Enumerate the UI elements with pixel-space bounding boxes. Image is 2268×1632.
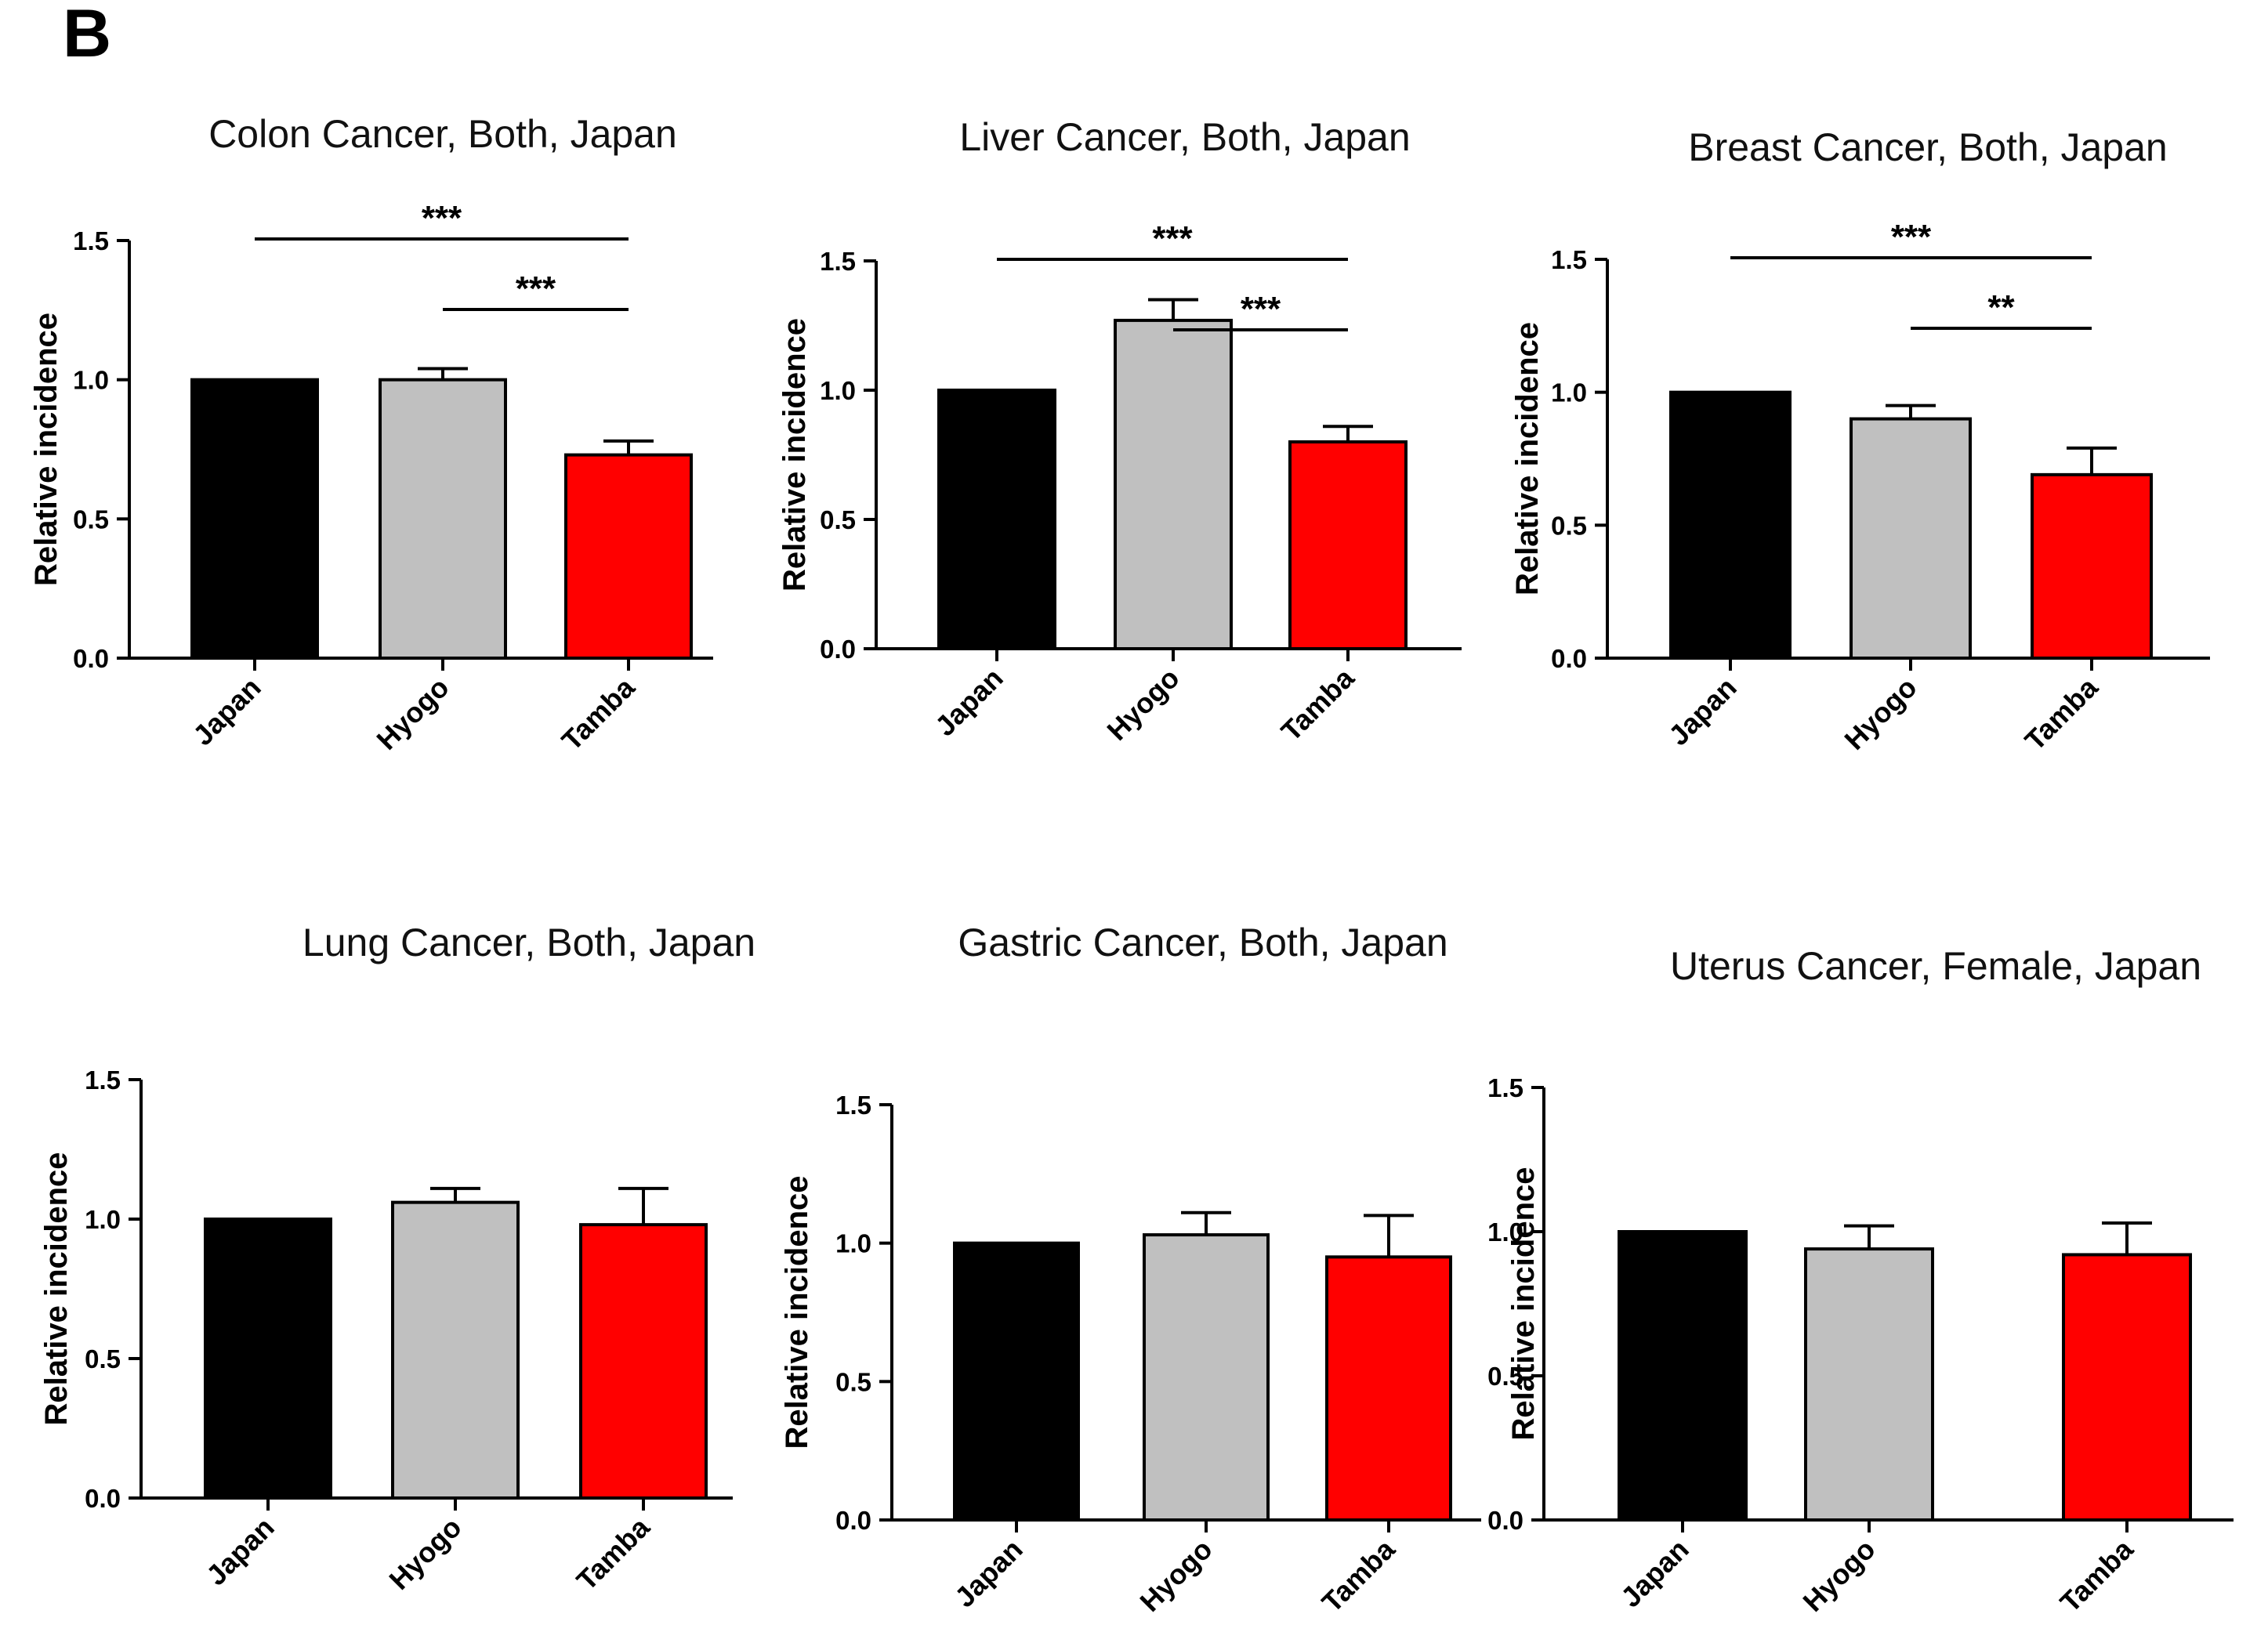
y-tick-label: 1.5 — [1551, 245, 1587, 274]
y-tick-label: 0.0 — [820, 635, 856, 664]
x-category-label: Japan — [200, 1511, 281, 1592]
y-axis-label: Relative incidence — [1510, 322, 1545, 595]
significance-label: *** — [1152, 219, 1193, 258]
y-tick-label: 0.0 — [835, 1506, 871, 1535]
x-category-label: Tamba — [2053, 1532, 2139, 1619]
chart-title: Liver Cancer, Both, Japan — [959, 115, 1410, 159]
y-axis-label: Relative incidence — [39, 1152, 74, 1425]
bar-tamba — [564, 453, 693, 660]
y-axis-label: Relative incidence — [29, 313, 63, 586]
chart-title: Uterus Cancer, Female, Japan — [1670, 944, 2201, 988]
x-category-label: Hyogo — [382, 1511, 467, 1596]
y-tick-label: 1.0 — [820, 376, 856, 405]
y-tick-label: 0.0 — [85, 1484, 121, 1513]
x-category-label: Japan — [1614, 1533, 1695, 1614]
y-axis-label: Relative incidence — [777, 318, 812, 592]
x-category-label: Hyogo — [370, 671, 455, 756]
bar-hyogo — [1143, 1233, 1270, 1522]
x-category-label: Hyogo — [1100, 662, 1185, 747]
y-tick-label: 0.0 — [73, 644, 109, 673]
chart-title: Gastric Cancer, Both, Japan — [958, 921, 1447, 964]
bar-hyogo — [391, 1200, 520, 1500]
chart-5: Gastric Cancer, Both, Japan Relative inci… — [780, 921, 1481, 1619]
bar-japan — [204, 1218, 332, 1500]
chart-3: Breast Cancer, Both, Japan Relative incid… — [1510, 125, 2210, 757]
x-category-label: Tamba — [1274, 661, 1360, 747]
y-tick-label: 0.0 — [1487, 1506, 1523, 1535]
y-tick-label: 0.0 — [1551, 644, 1587, 673]
bar-japan — [1618, 1230, 1748, 1522]
y-tick-label: 1.5 — [820, 247, 856, 276]
y-tick-label: 1.0 — [85, 1205, 121, 1234]
y-tick-label: 0.5 — [73, 505, 109, 534]
significance-label: *** — [1891, 218, 1932, 256]
y-tick-label: 0.5 — [1551, 511, 1587, 540]
y-tick-label: 0.5 — [820, 505, 856, 534]
chart-1: Colon Cancer, Both, Japan Relative incide… — [29, 112, 713, 757]
significance-label: *** — [1241, 290, 1281, 328]
x-category-label: Hyogo — [1133, 1533, 1218, 1618]
bar-japan — [190, 378, 319, 660]
chart-title: Breast Cancer, Both, Japan — [1688, 125, 2167, 169]
y-tick-label: 0.5 — [85, 1344, 121, 1373]
y-tick-label: 1.5 — [1487, 1073, 1523, 1102]
x-category-label: Tamba — [555, 671, 641, 757]
chart-6: Uterus Cancer, Female, Japan Relative inc… — [1487, 944, 2234, 1619]
bar-tamba — [1325, 1255, 1452, 1522]
y-axis-label: Relative incidence — [780, 1175, 814, 1449]
x-category-label: Hyogo — [1796, 1533, 1881, 1618]
bar-hyogo — [1850, 417, 1972, 660]
y-tick-label: 1.5 — [835, 1091, 871, 1120]
bar-hyogo — [379, 378, 507, 660]
chart-title: Colon Cancer, Both, Japan — [208, 112, 677, 156]
y-tick-label: 1.0 — [1551, 378, 1587, 407]
bar-japan — [953, 1241, 1080, 1522]
x-category-label: Japan — [948, 1533, 1029, 1614]
y-tick-label: 1.0 — [73, 366, 109, 395]
chart-title: Lung Cancer, Both, Japan — [303, 921, 755, 964]
bar-hyogo — [1114, 318, 1233, 650]
x-category-label: Tamba — [570, 1511, 656, 1597]
bar-hyogo — [1804, 1247, 1934, 1522]
chart-4: Lung Cancer, Both, Japan Relative inciden… — [39, 921, 755, 1597]
bar-tamba — [579, 1223, 708, 1500]
x-category-label: Japan — [929, 662, 1009, 743]
charts-container: Colon Cancer, Both, Japan Relative incide… — [29, 112, 2234, 1619]
significance-label: *** — [422, 199, 462, 237]
bar-tamba — [2062, 1253, 2192, 1522]
panel-label: B — [63, 0, 111, 71]
x-category-label: Hyogo — [1838, 671, 1922, 756]
bar-japan — [937, 389, 1056, 650]
y-tick-label: 1.5 — [73, 226, 109, 255]
y-axis-label: Relative incidence — [1506, 1167, 1541, 1440]
x-category-label: Japan — [187, 671, 267, 752]
y-tick-label: 1.0 — [1487, 1218, 1523, 1247]
x-category-label: Tamba — [2018, 671, 2104, 757]
significance-label: ** — [1987, 288, 2015, 327]
y-tick-label: 0.5 — [835, 1367, 871, 1396]
significance-label: *** — [516, 270, 556, 308]
x-category-label: Japan — [1662, 671, 1743, 752]
y-tick-label: 1.0 — [835, 1229, 871, 1258]
bar-tamba — [1288, 440, 1408, 650]
x-category-label: Tamba — [1315, 1532, 1401, 1619]
y-tick-label: 0.5 — [1487, 1362, 1523, 1391]
chart-2: Liver Cancer, Both, Japan Relative incide… — [777, 115, 1462, 747]
bar-tamba — [2031, 472, 2153, 660]
bar-japan — [1669, 390, 1792, 660]
y-tick-label: 1.5 — [85, 1066, 121, 1095]
